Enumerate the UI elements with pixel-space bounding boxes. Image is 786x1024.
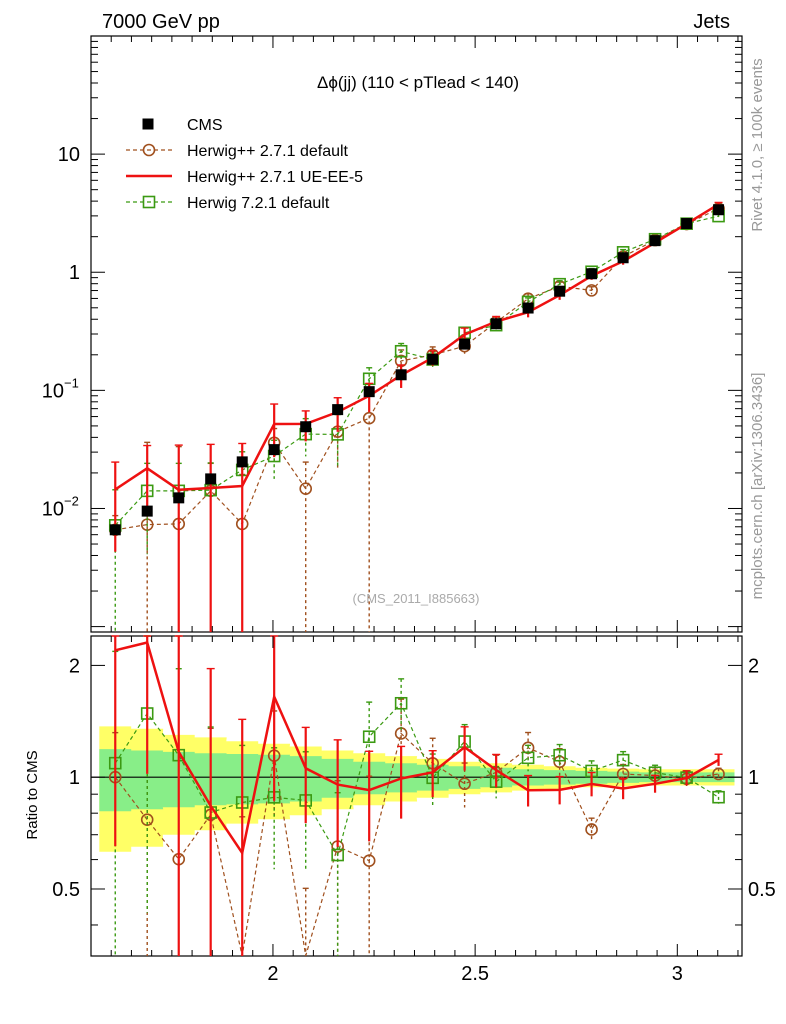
circle-marker: [712, 767, 725, 781]
cms-data-point: [141, 505, 153, 517]
cms-data-point: [649, 235, 661, 247]
cms-data-point: [617, 252, 629, 264]
circle-marker: [458, 777, 471, 791]
cms-data-point: [427, 353, 439, 365]
plot-title: Δϕ(jj) (110 < pTlead < 140): [317, 73, 519, 92]
series-square-main: [108, 209, 725, 632]
ratio-tick-label: 0.5: [52, 879, 80, 901]
series-line-main: [111, 201, 723, 632]
cms-data-point: [586, 268, 598, 280]
cms-data-point: [205, 473, 217, 485]
legend-cms-marker: [142, 118, 154, 130]
circle-marker: [142, 143, 156, 157]
cms-data-point: [268, 444, 280, 456]
series-line-ratio: [111, 635, 723, 956]
cms-data-point: [395, 369, 407, 381]
source-label: mcplots.cern.ch [arXiv:1306.3436]: [749, 373, 766, 600]
circle-marker: [362, 411, 376, 425]
circle-marker: [299, 482, 313, 496]
series-line: [114, 203, 720, 492]
cms-data-point: [332, 404, 344, 416]
cms-data-point: [459, 338, 471, 350]
series-line: [115, 208, 719, 531]
series-circle-main: [108, 202, 725, 632]
ratio-axis-label: Ratio to CMS: [24, 750, 41, 839]
legend-entry: Herwig++ 2.7.1 UE-EE-5: [126, 169, 363, 186]
cms-data-point: [522, 302, 534, 314]
circle-marker: [553, 755, 566, 769]
legend-label: Herwig 7.2.1 default: [187, 195, 330, 212]
rivet-version-label: Rivet 4.1.0, ≥ 100k events: [749, 58, 766, 231]
legend-label: CMS: [187, 117, 223, 134]
square-marker: [521, 751, 535, 765]
y-tick-label: 10: [58, 144, 80, 166]
cms-data-point: [173, 492, 185, 504]
square-marker: [331, 848, 344, 862]
series-line: [114, 732, 719, 956]
square-marker: [553, 748, 566, 762]
legend-entry: CMS: [142, 117, 223, 134]
ratio-tick-label-right: 0.5: [748, 879, 776, 901]
x-tick-label: 3: [672, 963, 683, 985]
x-tick-label: 2.5: [461, 963, 489, 985]
cms-data-point: [490, 318, 502, 330]
circle-marker: [362, 854, 376, 867]
cms-data-point: [713, 204, 725, 216]
square-marker: [712, 790, 725, 804]
y-tick-exponent: −2: [64, 493, 79, 508]
cms-data-point: [236, 456, 248, 468]
cms-data-point: [109, 524, 121, 536]
circle-marker: [140, 813, 154, 826]
uncertainty-bands: [99, 726, 735, 852]
square-marker: [362, 730, 376, 744]
y-tick-label: 10: [42, 498, 64, 520]
series-cms-data: [109, 204, 725, 536]
inner-uncertainty-band: [99, 749, 735, 812]
x-tick-label: 2: [267, 963, 278, 985]
circle-marker: [585, 823, 598, 836]
ratio-tick-label: 2: [69, 655, 80, 677]
cms-data-point: [681, 218, 693, 230]
legend: CMS Herwig++ 2.7.1 default Herwig++ 2.7.1 …: [126, 117, 363, 212]
ratio-tick-label-right: 2: [748, 655, 759, 677]
legend-entry: Herwig 7.2.1 default: [126, 195, 330, 212]
cms-data-point: [363, 386, 375, 398]
process-label: Jets: [693, 11, 730, 33]
energy-label: 7000 GeV pp: [102, 11, 220, 33]
legend-label: Herwig++ 2.7.1 default: [187, 143, 349, 160]
ratio-panel-frame: [90, 635, 743, 957]
square-marker: [616, 753, 630, 767]
series-line: [115, 641, 720, 857]
y-tick-label: 10: [42, 380, 64, 402]
ratio-tick-label-right: 1: [748, 767, 759, 789]
analysis-watermark: (CMS_2011_I885663): [353, 591, 480, 606]
cms-data-point: [554, 285, 566, 297]
legend-label: Herwig++ 2.7.1 UE-EE-5: [187, 169, 363, 186]
cms-data-point: [300, 421, 312, 433]
square-marker: [142, 195, 156, 209]
square-marker: [394, 344, 408, 358]
square-marker: [394, 696, 408, 710]
legend-entry: Herwig++ 2.7.1 default: [126, 143, 349, 160]
ratio-tick-label: 1: [69, 767, 80, 789]
circle-marker: [585, 284, 598, 297]
series-layer: [108, 201, 725, 956]
y-tick-label: 1: [69, 262, 80, 284]
y-tick-exponent: −1: [64, 375, 79, 390]
